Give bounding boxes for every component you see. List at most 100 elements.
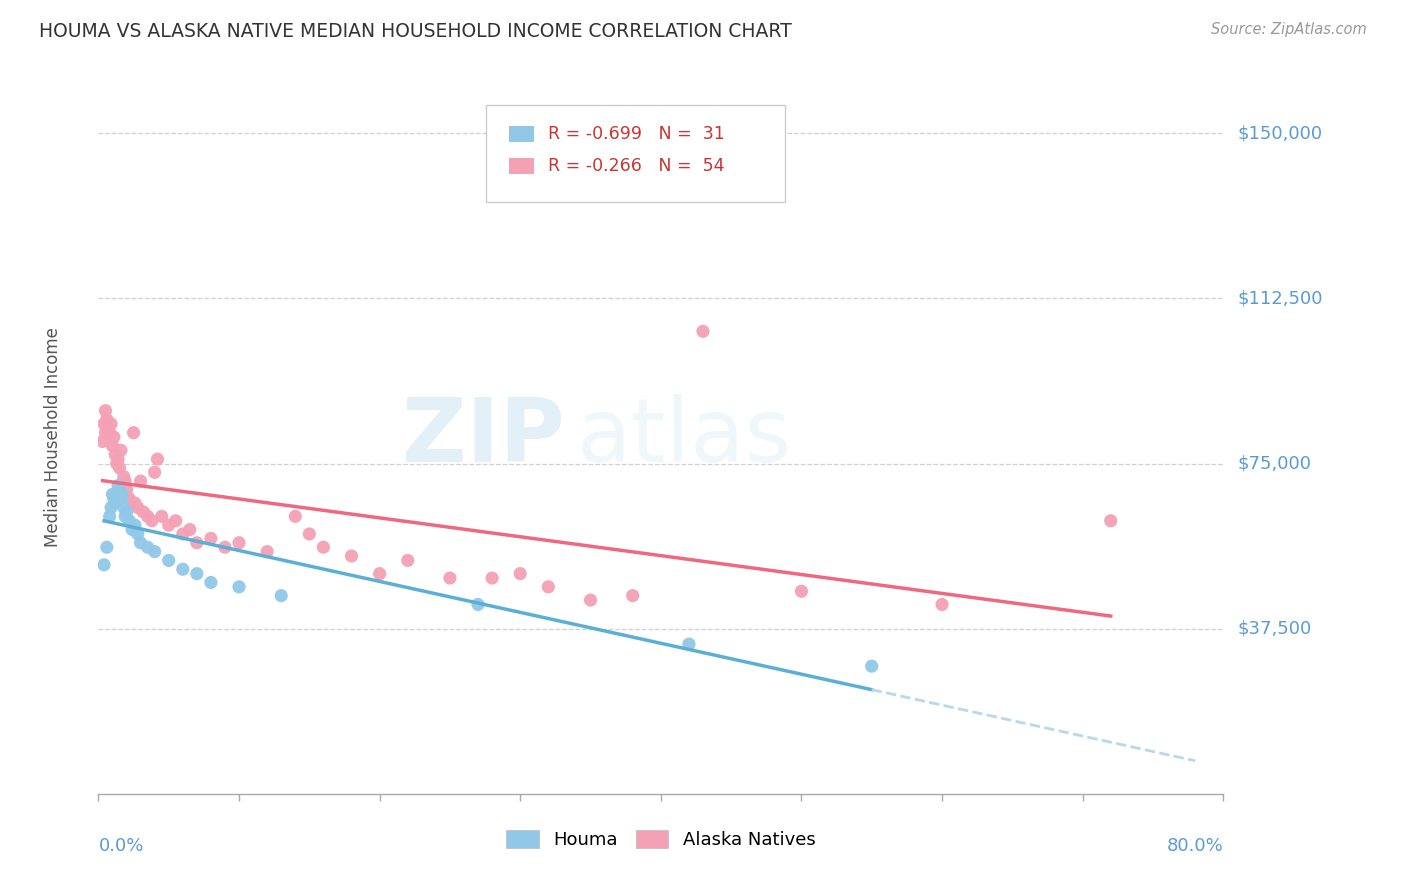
Point xyxy=(103,491,125,506)
Text: $112,500: $112,500 xyxy=(1237,289,1323,308)
Point xyxy=(105,487,128,501)
Point xyxy=(141,514,163,528)
Point xyxy=(91,434,114,449)
Point xyxy=(114,474,136,488)
Point xyxy=(860,659,883,673)
Point xyxy=(124,518,146,533)
Point xyxy=(96,412,118,426)
Point xyxy=(107,452,129,467)
Point xyxy=(537,580,560,594)
Point xyxy=(186,566,208,581)
Point xyxy=(200,575,222,590)
Point xyxy=(110,443,132,458)
FancyBboxPatch shape xyxy=(486,105,785,202)
Point xyxy=(467,598,489,612)
Point xyxy=(678,637,700,651)
Point xyxy=(186,536,208,550)
Point xyxy=(110,491,132,506)
Point xyxy=(179,523,201,537)
Point xyxy=(509,566,531,581)
Point xyxy=(270,589,292,603)
Point xyxy=(340,549,363,563)
Point xyxy=(931,598,953,612)
Point xyxy=(98,425,121,440)
Point xyxy=(143,544,166,558)
Point xyxy=(396,553,419,567)
Point xyxy=(157,553,180,567)
Point xyxy=(439,571,461,585)
Text: 80.0%: 80.0% xyxy=(1167,837,1223,855)
Point xyxy=(111,487,134,501)
Point xyxy=(103,430,125,444)
Point xyxy=(97,421,120,435)
Point xyxy=(132,505,155,519)
Point xyxy=(481,571,503,585)
Point xyxy=(96,540,118,554)
Point xyxy=(118,514,141,528)
Point xyxy=(108,461,131,475)
Point xyxy=(172,527,194,541)
Point xyxy=(108,483,131,497)
Point xyxy=(93,558,115,572)
Point xyxy=(692,324,714,338)
Point xyxy=(107,478,129,492)
Point xyxy=(105,457,128,471)
Text: $75,000: $75,000 xyxy=(1237,455,1312,473)
Point xyxy=(200,532,222,546)
Point xyxy=(146,452,169,467)
Point xyxy=(101,487,124,501)
Point xyxy=(114,509,136,524)
Point xyxy=(127,527,149,541)
Point xyxy=(129,536,152,550)
Text: 0.0%: 0.0% xyxy=(98,837,143,855)
Point xyxy=(98,509,121,524)
Point xyxy=(284,509,307,524)
Point xyxy=(94,403,117,417)
Point xyxy=(368,566,391,581)
Point xyxy=(104,496,127,510)
Text: R = -0.699   N =  31: R = -0.699 N = 31 xyxy=(548,125,725,143)
Text: Median Household Income: Median Household Income xyxy=(45,327,62,547)
Point xyxy=(101,439,124,453)
Point xyxy=(121,523,143,537)
Point xyxy=(298,527,321,541)
Point xyxy=(143,466,166,480)
Point xyxy=(579,593,602,607)
Point xyxy=(150,509,173,524)
FancyBboxPatch shape xyxy=(509,126,534,142)
Point xyxy=(165,514,187,528)
Point xyxy=(157,518,180,533)
Point xyxy=(115,483,138,497)
Text: R = -0.266   N =  54: R = -0.266 N = 54 xyxy=(548,157,725,175)
Point xyxy=(214,540,236,554)
FancyBboxPatch shape xyxy=(509,158,534,174)
Point xyxy=(136,540,159,554)
Point xyxy=(790,584,813,599)
Point xyxy=(124,496,146,510)
Point xyxy=(228,536,250,550)
Point xyxy=(100,500,122,515)
Point xyxy=(312,540,335,554)
Point xyxy=(129,474,152,488)
Point xyxy=(172,562,194,576)
Text: Source: ZipAtlas.com: Source: ZipAtlas.com xyxy=(1211,22,1367,37)
Point xyxy=(104,448,127,462)
Point xyxy=(112,469,135,483)
Text: ZIP: ZIP xyxy=(402,393,565,481)
Point xyxy=(1099,514,1122,528)
Point xyxy=(228,580,250,594)
Point xyxy=(122,425,145,440)
Point xyxy=(93,417,115,431)
Point xyxy=(136,509,159,524)
Text: $37,500: $37,500 xyxy=(1237,620,1312,638)
Text: $150,000: $150,000 xyxy=(1237,124,1322,142)
Point xyxy=(115,505,138,519)
Legend: Houma, Alaska Natives: Houma, Alaska Natives xyxy=(499,823,823,856)
Text: HOUMA VS ALASKA NATIVE MEDIAN HOUSEHOLD INCOME CORRELATION CHART: HOUMA VS ALASKA NATIVE MEDIAN HOUSEHOLD … xyxy=(39,22,792,41)
Point xyxy=(256,544,278,558)
Point xyxy=(118,491,141,506)
Point xyxy=(621,589,644,603)
Point xyxy=(100,417,122,431)
Text: atlas: atlas xyxy=(576,393,792,481)
Point xyxy=(112,500,135,515)
